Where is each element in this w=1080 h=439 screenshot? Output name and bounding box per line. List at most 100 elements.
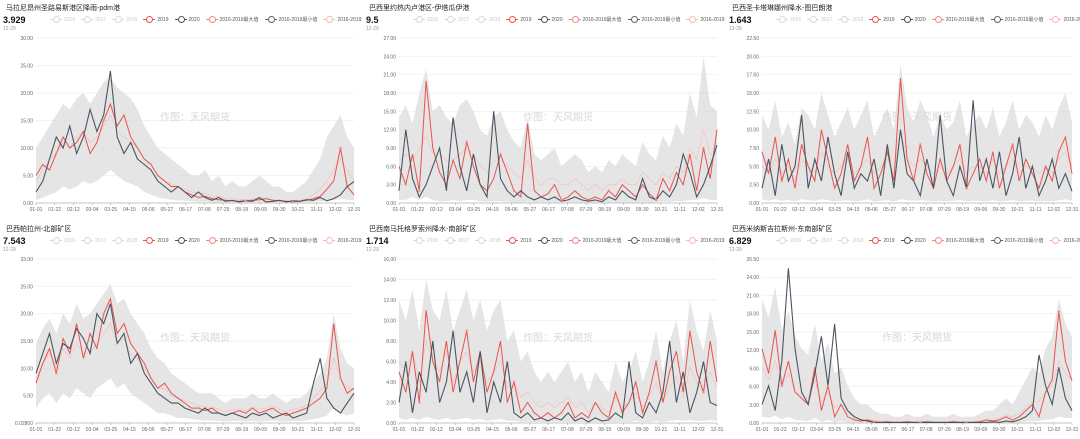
legend-2018[interactable]: 2018 [112,16,137,23]
legend-min[interactable]: 2016-2019最小值 [990,237,1044,244]
legend-max[interactable]: 2016-2019最大值 [931,237,985,244]
legend-2020[interactable]: 2020 [537,16,563,23]
chart-panel: 巴西圣卡塔琳娜州降水-图巴朗港 1.643 12-29 2016 2017 2018 201… [726,0,1080,219]
legend-min[interactable]: 2016-2019最小值 [627,16,680,23]
legend-max[interactable]: 2016-2019最大值 [568,237,622,244]
y-tick-label: 26.50 [746,257,759,263]
legend-2020[interactable]: 2020 [900,16,926,23]
legend-label: 2016-2019最小值 [1004,238,1044,244]
legend-max[interactable]: 2016-2019最大值 [205,16,259,23]
x-tick-label: 07-08 [920,427,933,433]
legend-swatch [537,16,550,23]
x-tick-label: 09-09 [617,427,630,433]
legend-2017[interactable]: 2017 [81,16,106,23]
legend-min[interactable]: 2016-2019最小值 [990,16,1043,23]
x-tick-label: 07-29 [217,207,230,213]
legend-avg[interactable]: 2016-2019均值 [1049,16,1080,23]
y-tick-label: 12.00 [383,298,396,304]
legend-2016[interactable]: 2016 [50,16,75,23]
legend-label: 2016-2019最大值 [219,238,259,244]
x-tick-label: 01-22 [48,427,61,433]
legend-max[interactable]: 2016-2019最大值 [205,237,259,244]
legend-2019[interactable]: 2019 [143,237,169,244]
y-tick-label: 18.00 [383,91,396,97]
legend-2018[interactable]: 2018 [475,16,500,23]
legend-label: 2016 [790,237,802,244]
legend-2019[interactable]: 2019 [143,16,169,23]
legend-avg[interactable]: 2016-2019均值 [1049,237,1080,244]
y-tick-label: 3.00 [386,183,396,189]
legend-swatch [537,237,550,244]
legend-avg[interactable]: 2016-2019均值 [686,16,725,23]
x-tick-label: 01-22 [774,427,787,433]
legend-avg[interactable]: 2016-2019均值 [323,16,362,23]
y-tick-label: 7.50 [749,146,759,152]
legend-max[interactable]: 2016-2019最大值 [931,16,985,23]
x-tick-label: 03-25 [104,427,117,433]
legend-avg[interactable]: 2016-2019均值 [323,237,362,244]
legend-2019[interactable]: 2019 [869,16,895,23]
legend-label: 2016-2019最大值 [582,238,622,244]
legend-2019[interactable]: 2019 [506,16,532,23]
legend-2019[interactable]: 2019 [869,237,895,244]
legend-min[interactable]: 2016-2019最小值 [264,237,317,244]
x-tick-label: 03-04 [449,207,462,213]
legend-2016[interactable]: 2016 [413,237,438,244]
legend-2019[interactable]: 2019 [506,237,532,244]
legend-2020[interactable]: 2020 [174,237,200,244]
legend-swatch [174,16,187,23]
y-tick-label: 0.00 [386,421,396,427]
x-tick-label: 09-30 [993,207,1006,213]
x-tick-label: 12-02 [1047,427,1060,433]
x-tick-label: 07-29 [580,427,593,433]
legend-swatch [50,237,62,244]
legend-2018[interactable]: 2018 [112,237,137,244]
legend-swatch [869,237,882,244]
latest-date: 12-29 [366,26,379,32]
legend-min[interactable]: 2016-2019最小值 [627,237,680,244]
x-tick-label: 10-21 [1011,427,1024,433]
legend-label: 2016-2019最大值 [582,17,622,23]
watermark: 作图：天风期货 [882,331,952,344]
legend-label: 2018 [489,237,501,244]
data-point-2019 [197,406,200,410]
legend-2017[interactable]: 2017 [444,16,469,23]
x-tick-label: 05-27 [883,427,896,433]
legend-2017[interactable]: 2017 [81,237,106,244]
legend-max[interactable]: 2016-2019最大值 [568,16,622,23]
legend-2020[interactable]: 2020 [174,16,200,23]
legend-2020[interactable]: 2020 [900,237,926,244]
series-avg-line [398,129,717,192]
legend-2016[interactable]: 2016 [776,16,801,23]
legend-2017[interactable]: 2017 [444,237,469,244]
data-point-2019 [560,411,563,414]
plot-area: 0.02800 5.00 10.00 15.00 20.00 25.00 33.00 01-0… [15,257,361,433]
legend-2016[interactable]: 2016 [413,16,438,23]
legend-2018[interactable]: 2018 [838,16,863,23]
legend-min[interactable]: 2016-2019最小值 [264,16,318,23]
x-tick-label: 12-02 [329,427,342,433]
legend-2017[interactable]: 2017 [807,16,832,23]
legend-2018[interactable]: 2018 [475,237,500,244]
legend-label: 2017 [821,16,833,23]
legend-2016[interactable]: 2016 [776,237,801,244]
x-tick-label: 12-31 [1066,427,1079,433]
x-tick-label: 11-11 [311,207,323,213]
data-point-2019 [872,420,876,423]
x-tick-label: 05-27 [883,207,896,213]
y-tick-label: 0.02800 [15,421,33,427]
legend-avg[interactable]: 2016-2019均值 [686,237,725,244]
legend-2018[interactable]: 2018 [838,237,863,244]
legend-swatch [838,16,851,23]
y-tick-label: 16.00 [383,257,396,263]
legend-swatch [1049,237,1062,244]
data-point-2019 [965,187,968,190]
legend-2017[interactable]: 2017 [807,237,832,244]
legend-label: 2016-2019最小值 [278,17,318,23]
legend-swatch [506,16,519,23]
legend-swatch [264,16,277,23]
legend-2020[interactable]: 2020 [537,237,563,244]
series-2020-line [35,303,355,419]
x-tick-label: 08-19 [956,207,969,213]
legend-2016[interactable]: 2016 [50,237,75,244]
